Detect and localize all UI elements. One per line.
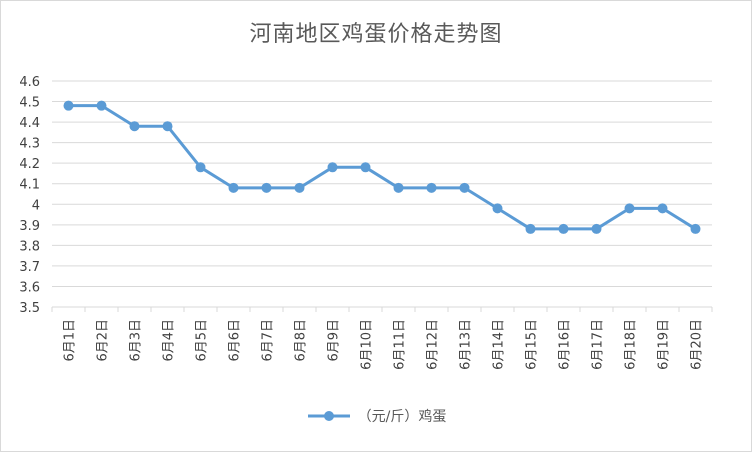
data-point <box>558 223 569 234</box>
y-tick-label: 4.6 <box>19 75 40 90</box>
x-tick-label: 6月1日 <box>63 319 78 362</box>
data-point <box>591 223 602 234</box>
x-tick-label: 6月15日 <box>525 319 540 370</box>
data-point <box>129 121 140 132</box>
series-line <box>68 104 697 231</box>
x-tick-label: 6月4日 <box>162 319 177 362</box>
data-point <box>360 162 371 173</box>
x-tick-label: 6月3日 <box>129 319 144 362</box>
data-point <box>228 182 239 193</box>
chart-title: 河南地区鸡蛋价格走势图 <box>249 22 503 47</box>
x-tick-label: 6月17日 <box>591 319 606 370</box>
x-tick-label: 6月20日 <box>690 319 705 370</box>
y-tick-label: 4 <box>32 198 40 213</box>
data-point <box>294 182 305 193</box>
x-tick-label: 6月10日 <box>360 319 375 370</box>
x-tick-label: 6月5日 <box>195 319 210 362</box>
y-tick-label: 4.3 <box>19 137 40 152</box>
y-tick-label: 3.9 <box>19 219 40 234</box>
x-tick-label: 6月13日 <box>459 319 474 370</box>
x-tick-label: 6月9日 <box>327 319 342 362</box>
y-tick-label: 3.7 <box>19 260 40 275</box>
legend: （元/斤）鸡蛋 <box>0 406 752 426</box>
data-point <box>459 182 470 193</box>
data-point <box>195 162 206 173</box>
data-point <box>63 100 74 111</box>
x-tick-label: 6月7日 <box>261 319 276 362</box>
y-tick-label: 4.1 <box>19 178 40 193</box>
data-point <box>492 203 503 214</box>
y-tick-label: 3.8 <box>19 239 40 254</box>
y-tick-label: 4.5 <box>19 96 40 111</box>
data-point <box>162 121 173 132</box>
x-tick-label: 6月8日 <box>294 319 309 362</box>
x-tick-label: 6月11日 <box>393 319 408 370</box>
data-point <box>261 182 272 193</box>
data-point <box>624 203 635 214</box>
data-point <box>327 162 338 173</box>
data-point <box>426 182 437 193</box>
x-tick-label: 6月16日 <box>558 319 573 370</box>
y-tick-label: 4.4 <box>19 116 40 131</box>
x-tick-label: 6月6日 <box>228 319 243 362</box>
data-point <box>657 203 668 214</box>
x-tick-label: 6月12日 <box>426 319 441 370</box>
data-point <box>690 223 701 234</box>
x-tick-label: 6月14日 <box>492 319 507 370</box>
data-point <box>393 182 404 193</box>
y-tick-label: 3.5 <box>19 301 40 316</box>
x-tick-label: 6月2日 <box>96 319 111 362</box>
data-point <box>525 223 536 234</box>
y-tick-label: 3.6 <box>19 280 40 295</box>
legend-marker-icon <box>307 411 350 421</box>
data-point <box>96 100 107 111</box>
legend-label: （元/斤）鸡蛋 <box>357 409 447 425</box>
x-tick-label: 6月18日 <box>624 319 639 370</box>
y-tick-label: 4.2 <box>19 157 40 172</box>
x-tick-label: 6月19日 <box>657 319 672 370</box>
